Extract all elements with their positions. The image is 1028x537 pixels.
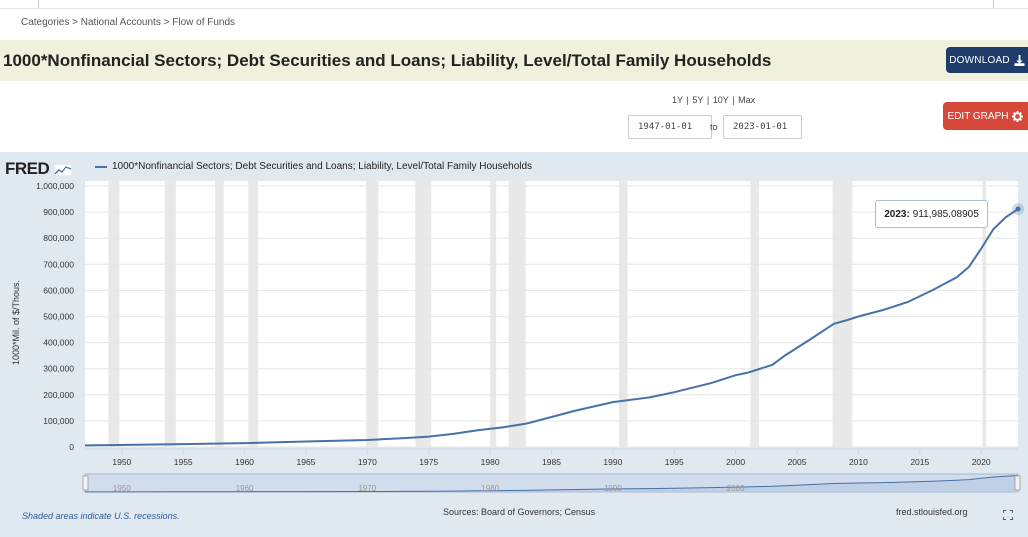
- y-tick-label: 300,000: [43, 364, 74, 374]
- navigator-tick-label: 1960: [236, 484, 254, 493]
- tooltip-year: 2023:: [884, 208, 910, 220]
- range-5y[interactable]: 5Y: [692, 95, 704, 105]
- highlight-point: [1015, 206, 1021, 212]
- x-tick-label: 2005: [788, 457, 807, 467]
- gear-icon: [1012, 110, 1024, 122]
- breadcrumb-separator: >: [72, 17, 78, 28]
- range-10y[interactable]: 10Y: [712, 95, 729, 105]
- title-bar: 1000*Nonfinancial Sectors; Debt Securiti…: [0, 40, 1028, 81]
- breadcrumb-flow-of-funds[interactable]: Flow of Funds: [172, 17, 236, 28]
- x-tick-label: 1985: [542, 457, 561, 467]
- x-tick-label: 1970: [358, 457, 377, 467]
- chart-legend[interactable]: 1000*Nonfinancial Sectors; Debt Securiti…: [95, 161, 532, 172]
- site-link[interactable]: fred.stlouisfed.org: [896, 507, 968, 517]
- download-button[interactable]: DOWNLOAD: [946, 47, 1028, 73]
- recession-band: [619, 181, 628, 447]
- recessions-note: Shaded areas indicate U.S. recessions.: [22, 511, 180, 521]
- start-date-input[interactable]: 1947-01-01: [628, 115, 712, 139]
- download-icon: [1014, 54, 1025, 66]
- download-label: DOWNLOAD: [949, 54, 1010, 66]
- x-tick-label: 2000: [726, 457, 745, 467]
- x-tick-label: 1975: [419, 457, 438, 467]
- range-links: 1Y | 5Y | 10Y | Max: [672, 95, 756, 105]
- tooltip-value: 911,985.08905: [912, 208, 979, 220]
- y-tick-label: 600,000: [43, 285, 74, 295]
- y-tick-label: 700,000: [43, 259, 74, 269]
- x-tick-label: 2010: [849, 457, 868, 467]
- recession-band: [164, 181, 176, 447]
- recession-band: [750, 181, 759, 447]
- to-label: to: [710, 122, 718, 132]
- recession-band: [415, 181, 432, 447]
- navigator-line: [85, 475, 1019, 493]
- navigator-tick-label: 1980: [481, 484, 499, 493]
- end-date-input[interactable]: 2023-01-01: [723, 115, 802, 139]
- fred-logo[interactable]: FRED: [5, 159, 72, 179]
- x-tick-label: 1990: [603, 457, 622, 467]
- navigator-tick-label: 1950: [113, 484, 131, 493]
- y-tick-label: 1,000,000: [36, 181, 74, 191]
- y-tick-label: 500,000: [43, 312, 74, 322]
- sources-text: Sources: Board of Governors; Census: [443, 507, 596, 517]
- recession-band: [215, 181, 224, 447]
- recession-band: [366, 181, 379, 447]
- breadcrumb-national-accounts[interactable]: National Accounts: [80, 17, 161, 28]
- y-tick-label: 400,000: [43, 338, 74, 348]
- breadcrumb: Categories > National Accounts > Flow of…: [21, 17, 235, 28]
- y-tick-label: 800,000: [43, 233, 74, 243]
- legend-label: 1000*Nonfinancial Sectors; Debt Securiti…: [112, 161, 533, 172]
- breadcrumb-categories[interactable]: Categories: [21, 17, 70, 28]
- range-max[interactable]: Max: [738, 95, 756, 105]
- x-tick-label: 1965: [297, 457, 316, 467]
- recession-band: [108, 181, 120, 447]
- recession-band: [248, 181, 259, 447]
- fred-logo-text: FRED: [5, 159, 50, 178]
- fullscreen-icon[interactable]: [1003, 510, 1013, 520]
- page-title: 1000*Nonfinancial Sectors; Debt Securiti…: [3, 51, 772, 70]
- navigator-tick-label: 1990: [604, 484, 622, 493]
- x-tick-label: 2015: [910, 457, 929, 467]
- edit-graph-button[interactable]: EDIT GRAPH: [943, 102, 1028, 130]
- x-tick-label: 1950: [112, 457, 131, 467]
- x-tick-label: 1960: [235, 457, 254, 467]
- chart-tooltip: 2023: 911,985.08905: [875, 200, 988, 228]
- breadcrumb-separator: >: [163, 17, 170, 28]
- navigator-tick-label: 2000: [727, 484, 745, 493]
- recession-band: [832, 181, 853, 447]
- navigator-area: [85, 475, 1018, 492]
- plot-background: [85, 181, 1018, 447]
- navigator-tick-label: 1970: [358, 484, 376, 493]
- legend-swatch: [95, 165, 107, 168]
- x-tick-label: 1980: [481, 457, 500, 467]
- x-tick-label: 1955: [174, 457, 193, 467]
- y-tick-label: 0: [69, 442, 74, 452]
- navigator-handle-left[interactable]: [82, 475, 89, 491]
- y-tick-label: 200,000: [43, 390, 74, 400]
- y-tick-label: 100,000: [43, 416, 74, 426]
- fred-logo-chart-icon: [53, 163, 72, 176]
- edit-graph-label: EDIT GRAPH: [947, 110, 1009, 122]
- x-tick-label: 1995: [665, 457, 684, 467]
- navigator-handle-right[interactable]: [1014, 475, 1021, 491]
- range-1y[interactable]: 1Y: [672, 95, 684, 105]
- x-tick-label: 2020: [972, 457, 991, 467]
- recession-band: [508, 181, 526, 447]
- series-line: [84, 208, 1019, 447]
- top-border: [0, 0, 1028, 9]
- recession-band: [982, 181, 987, 447]
- recession-band: [490, 181, 497, 447]
- y-tick-label: 900,000: [43, 207, 74, 217]
